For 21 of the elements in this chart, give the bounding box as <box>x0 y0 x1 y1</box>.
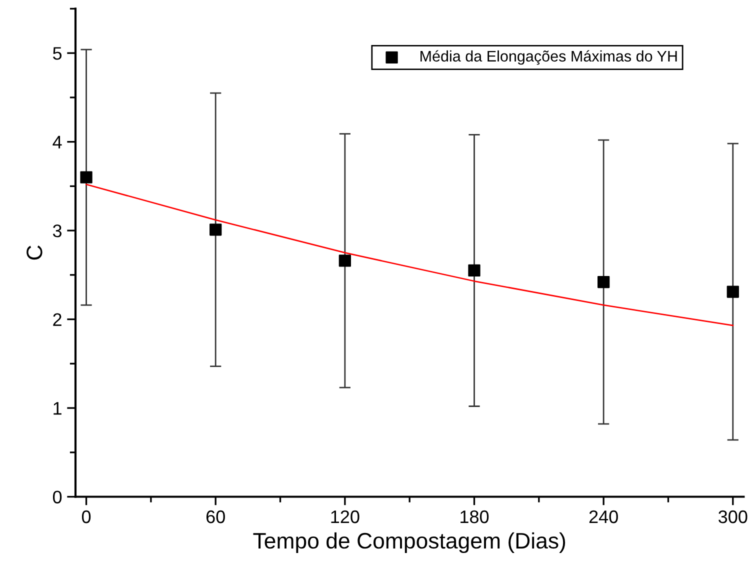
y-tick-label: 2 <box>53 313 62 326</box>
x-tick-label: 0 <box>82 510 91 524</box>
y-tick-label: 1 <box>54 402 62 415</box>
x-tick-label: 240 <box>589 510 618 524</box>
point <box>338 254 351 267</box>
x-tick-label: 120 <box>331 510 360 524</box>
x-tick-label: 300 <box>718 510 748 524</box>
x-axis-title: Tempo de Compostagem (Dias) <box>253 532 566 554</box>
y-tick-label: 0 <box>52 490 62 504</box>
point <box>210 224 222 236</box>
y-tick-label: 3 <box>52 224 62 238</box>
y-tick-label: 4 <box>52 136 62 148</box>
legend-label: Média da Elongações Máximas do YH <box>420 50 677 65</box>
point <box>80 171 92 184</box>
x-tick-label: 60 <box>206 510 225 524</box>
point <box>726 286 739 298</box>
point <box>598 276 610 288</box>
x-tick-label: 180 <box>460 510 489 524</box>
y-tick-label: 5 <box>52 47 62 60</box>
point <box>468 264 480 277</box>
y-axis-title: C <box>26 246 42 260</box>
